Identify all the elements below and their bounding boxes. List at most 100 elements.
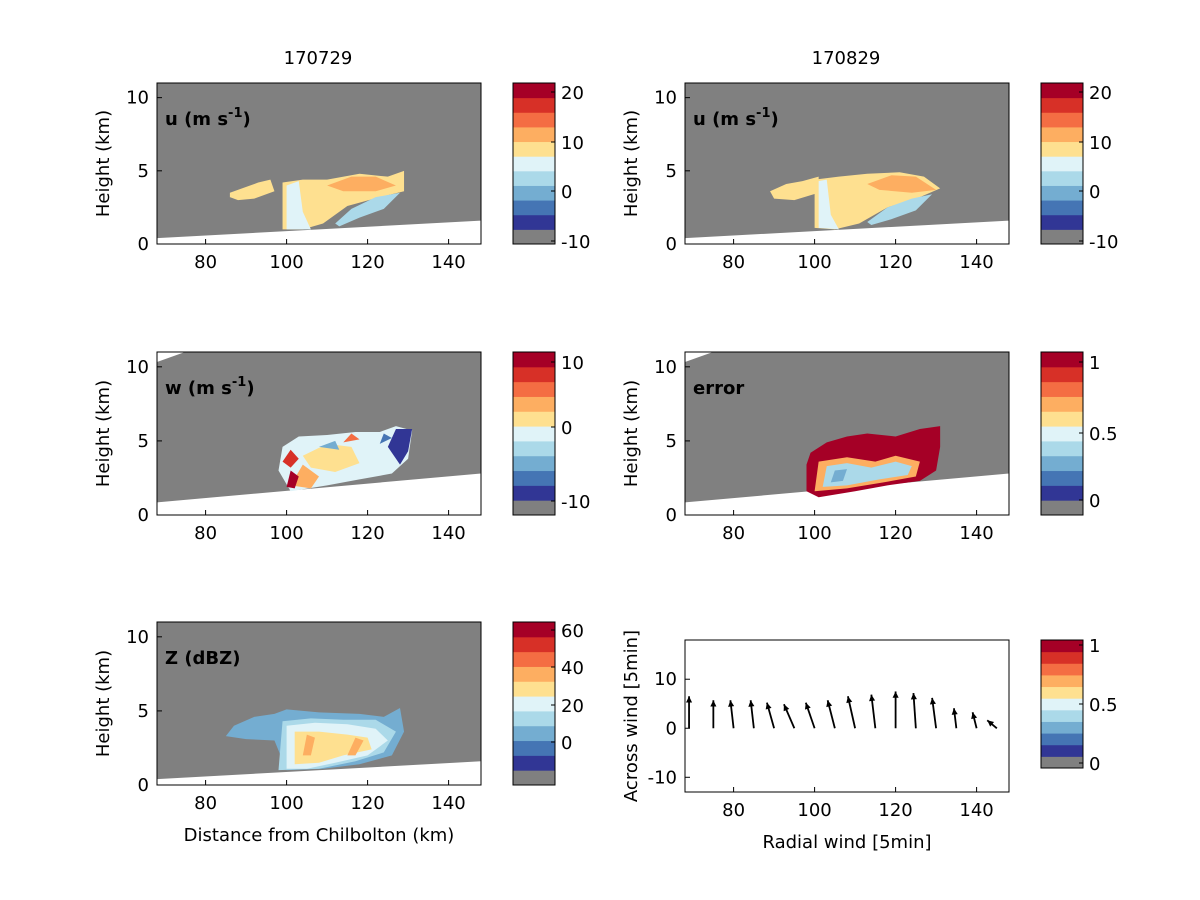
data-region (286, 181, 311, 230)
y-tick-label: 5 (666, 161, 677, 182)
colorbar-swatch (513, 411, 555, 427)
y-tick-label: 0 (138, 505, 149, 526)
terrain-region (157, 761, 481, 785)
wind-arrow-head (971, 712, 978, 720)
x-tick-label: 120 (878, 252, 912, 273)
colorbar-swatch (513, 126, 555, 143)
wind-arrow-head (748, 700, 755, 707)
colorbar-swatch (1041, 485, 1083, 501)
x-axis-label: Distance from Chilbolton (km) (184, 825, 455, 846)
colorbar-tick-label: 0 (1089, 491, 1100, 512)
colorbar-swatch (1041, 126, 1083, 143)
terrain-region (685, 220, 1009, 244)
data-region (770, 176, 819, 201)
colorbar-swatch (1041, 185, 1083, 201)
x-tick-label: 100 (269, 523, 303, 544)
x-tick-label: 80 (722, 252, 745, 273)
y-tick-label: 5 (138, 431, 149, 452)
data-region (335, 192, 400, 227)
colorbar-swatch (513, 366, 555, 383)
colorbar-tick-label: 0 (1089, 182, 1100, 203)
colorbar-swatch (513, 470, 555, 486)
colorbar-swatch (513, 740, 555, 756)
wind-arrow-head (710, 700, 717, 707)
colorbar-tick-label: 60 (561, 621, 584, 642)
y-tick-label: 0 (666, 718, 677, 739)
colorbar-swatch (1041, 156, 1083, 172)
colorbar-swatch (513, 381, 555, 397)
x-tick-label: 120 (350, 523, 384, 544)
x-tick-label: 140 (959, 252, 993, 273)
colorbar-swatch (1041, 640, 1083, 653)
data-region (830, 469, 847, 483)
colorbar-tick-label: 40 (561, 658, 584, 679)
colorbar-swatch (513, 710, 555, 727)
colorbar-swatch (513, 200, 555, 216)
colorbar-frame (512, 82, 556, 245)
colorbar-tick-label: 0 (1089, 754, 1100, 775)
data-region (290, 464, 319, 489)
colorbar-swatch (513, 83, 555, 99)
colorbar-tick-label: 1 (1089, 353, 1100, 374)
wind-arrow-head (951, 708, 958, 715)
y-tick-label: 0 (138, 775, 149, 796)
colorbar-tick-label: 1 (1089, 636, 1100, 657)
data-region (302, 443, 360, 473)
colorbar-swatch (1041, 500, 1083, 516)
data-region (867, 175, 937, 193)
y-tick-label: 10 (654, 88, 677, 109)
y-axis-label: Height (km) (93, 650, 114, 757)
colorbar-swatch (513, 681, 555, 697)
y-tick-label: 10 (654, 357, 677, 378)
colorbar-tick-label: 10 (561, 133, 584, 154)
y-tick-label: 10 (126, 88, 149, 109)
y-axis-label: Height (km) (621, 110, 642, 217)
x-axis-label: Radial wind [5min] (762, 832, 931, 853)
data-region (818, 179, 839, 230)
x-tick-label: 100 (797, 800, 831, 821)
wind-arrow-head (846, 696, 853, 704)
plot-background (685, 640, 1009, 792)
data-region (822, 461, 912, 487)
colorbar-tick-label: 0 (561, 182, 572, 203)
colorbar-swatch (1041, 756, 1083, 769)
colorbar-swatch (513, 156, 555, 172)
colorbar-swatch (1041, 214, 1083, 230)
data-region (387, 429, 413, 465)
panel-p5: 80 100 120 140 0 5 10 Height (km) Distance from … (93, 621, 584, 846)
colorbar-swatch (513, 455, 555, 472)
wind-arrow-head (686, 696, 693, 703)
y-tick-label: 10 (654, 669, 677, 690)
colorbar-swatch (513, 666, 555, 682)
data-region (343, 433, 360, 443)
colorbar-swatch (1041, 141, 1083, 157)
terrain-region (157, 220, 481, 244)
x-tick-label: 100 (269, 252, 303, 273)
colorbar-swatch (513, 755, 555, 771)
colorbar: 20 10 0 -10 (1040, 82, 1118, 253)
data-region (302, 734, 315, 756)
plot-frame (684, 639, 1010, 793)
colorbar-swatch (1041, 744, 1083, 757)
x-tick-label: 80 (722, 523, 745, 544)
colorbar-swatch (513, 485, 555, 501)
x-tick-label: 100 (269, 793, 303, 814)
colorbar-tick-label: 10 (1089, 133, 1112, 154)
column-title-left: 170729 (284, 48, 353, 69)
x-tick-label: 80 (194, 523, 217, 544)
colorbar-swatch (1041, 709, 1083, 722)
colorbar-tick-label: -10 (1089, 232, 1118, 253)
data-region (286, 470, 299, 489)
colorbar-swatch (513, 170, 555, 186)
x-tick-label: 140 (959, 523, 993, 544)
colorbar-swatch (513, 500, 555, 516)
y-tick-label: 5 (138, 701, 149, 722)
colorbar-swatch (513, 112, 555, 128)
colorbar-swatch (1041, 440, 1083, 457)
colorbar-swatch (513, 229, 555, 245)
colorbar-swatch (1041, 352, 1083, 368)
colorbar-swatch (1041, 721, 1083, 734)
x-tick-label: 80 (194, 793, 217, 814)
